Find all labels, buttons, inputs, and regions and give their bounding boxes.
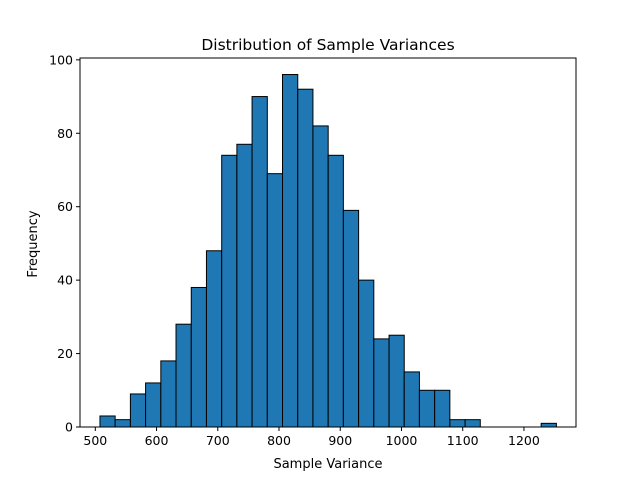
histogram-bar (175, 323, 192, 428)
histogram-bar (282, 74, 299, 428)
histogram-bar (114, 419, 131, 428)
histogram-bar (129, 393, 147, 428)
x-tick-label: 1200 (508, 433, 540, 448)
histogram-bar (312, 125, 329, 428)
y-tick-label: 100 (49, 52, 73, 67)
x-tick-label: 1100 (447, 433, 479, 448)
chart-title: Distribution of Sample Variances (201, 36, 454, 54)
x-tick-label: 900 (328, 433, 352, 448)
histogram-bar (190, 286, 207, 428)
histogram-bar (388, 334, 405, 428)
y-tick-label: 20 (57, 346, 73, 361)
axes-frame (79, 57, 577, 428)
y-tick-label: 0 (65, 420, 73, 435)
y-tick-label: 40 (57, 273, 73, 288)
histogram-bar (297, 88, 314, 428)
histogram-bar (266, 173, 284, 428)
y-axis-label: Frequency (26, 210, 41, 277)
histogram-bar (418, 389, 436, 428)
histogram-bars (99, 74, 557, 428)
x-axis-label: Sample Variance (273, 457, 382, 472)
y-tick-label: 80 (57, 126, 73, 141)
histogram-bar (403, 371, 420, 428)
histogram-bar (236, 143, 253, 428)
histogram-bar (160, 360, 177, 428)
x-tick-label: 500 (83, 433, 107, 448)
y-tick-label: 60 (57, 199, 73, 214)
histogram-bar (358, 279, 375, 428)
x-tick-label: 800 (267, 433, 291, 448)
histogram-bar (99, 415, 116, 428)
x-tick-label: 600 (145, 433, 169, 448)
histogram-bar (373, 338, 390, 428)
x-tick-label: 700 (206, 433, 230, 448)
x-axis-ticks: 500 600 700 800 900 1000 1100 1200 (83, 427, 540, 448)
histogram-bar (342, 209, 360, 428)
x-tick-label: 1000 (386, 433, 418, 448)
histogram-bar (251, 96, 268, 428)
histogram-bar (221, 154, 238, 428)
histogram-bar (145, 382, 162, 428)
histogram-bar (434, 389, 451, 428)
histogram-bar (205, 250, 223, 428)
histogram-bar (449, 419, 466, 428)
histogram-bar (540, 422, 557, 428)
histogram-bar (464, 419, 481, 428)
histogram-bar (327, 154, 344, 428)
y-axis-ticks: 0 20 40 60 80 100 (49, 52, 80, 435)
